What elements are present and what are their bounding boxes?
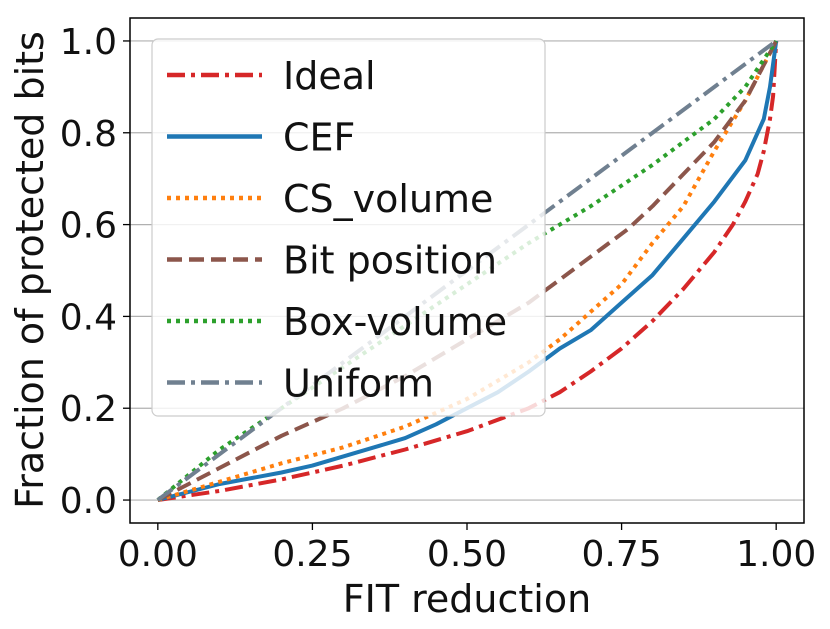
y-tick-label-4: 0.8 bbox=[60, 114, 117, 155]
y-tick-label-5: 1.0 bbox=[60, 22, 117, 63]
x-tick-label-0: 0.00 bbox=[118, 534, 198, 575]
legend-label-cef: CEF bbox=[283, 116, 355, 160]
y-axis-ticks: 0.0 0.2 0.4 0.6 0.8 1.0 bbox=[60, 22, 130, 522]
legend: Ideal CEF CS_volume Bit position Box-volume U… bbox=[151, 38, 546, 417]
x-tick-label-2: 0.50 bbox=[427, 534, 507, 575]
x-tick-label-3: 0.75 bbox=[582, 534, 662, 575]
series-line-ideal bbox=[157, 40, 779, 502]
legend-label-ideal: Ideal bbox=[283, 54, 376, 98]
x-tick-label-4: 1.00 bbox=[736, 534, 816, 575]
y-tick-label-1: 0.2 bbox=[60, 389, 117, 430]
y-tick-label-3: 0.6 bbox=[60, 206, 117, 247]
y-tick-label-0: 0.0 bbox=[60, 481, 117, 522]
legend-label-cs-volume: CS_volume bbox=[283, 177, 493, 221]
y-axis-title: Fraction of protected bits bbox=[8, 31, 52, 509]
legend-label-box-volume: Box-volume bbox=[283, 300, 507, 344]
legend-label-uniform: Uniform bbox=[283, 362, 434, 406]
x-axis-ticks: 0.00 0.25 0.50 0.75 1.00 bbox=[118, 523, 816, 575]
legend-label-bit-position: Bit position bbox=[283, 239, 497, 283]
x-tick-label-1: 0.25 bbox=[272, 534, 352, 575]
series-line-cs-volume bbox=[157, 40, 778, 502]
y-tick-label-2: 0.4 bbox=[60, 297, 117, 338]
x-axis-title: FIT reduction bbox=[343, 577, 591, 621]
